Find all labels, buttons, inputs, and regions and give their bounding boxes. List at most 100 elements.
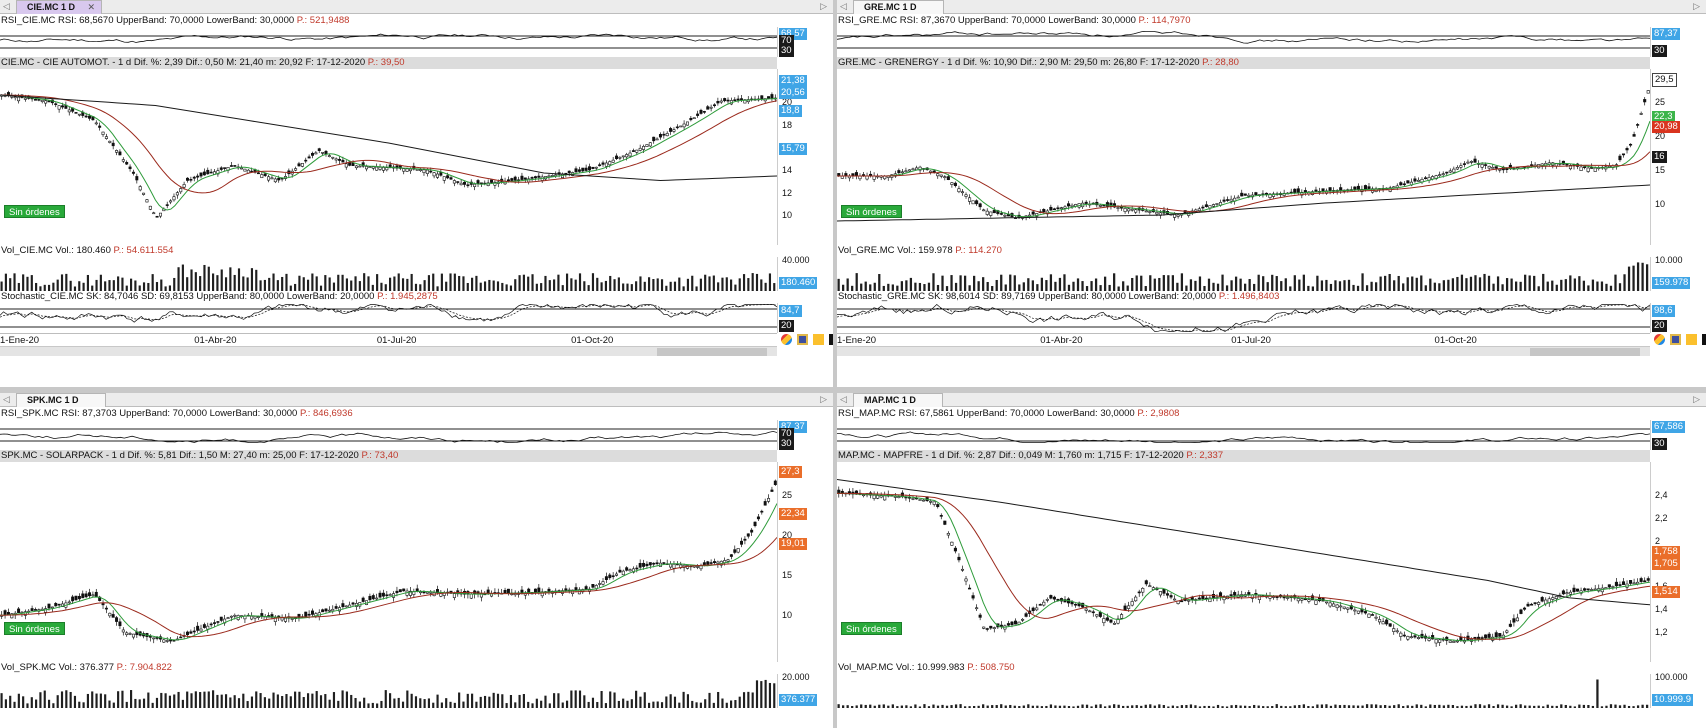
candle-body xyxy=(577,169,581,172)
candle-body xyxy=(1112,622,1117,625)
candle-body xyxy=(324,608,328,612)
chevron-left-icon[interactable]: ◁ xyxy=(3,1,10,11)
volume-bar xyxy=(887,283,890,291)
candle-body xyxy=(669,563,673,568)
candle-body xyxy=(713,104,716,107)
volume-bar xyxy=(565,700,569,708)
price-level-label: 27,3 xyxy=(779,466,802,478)
print-icon[interactable] xyxy=(1686,334,1697,345)
volume-bar xyxy=(134,280,137,291)
chart-tab[interactable]: SPK.MC 1 D xyxy=(16,393,106,407)
volume-last-label: 180.460 xyxy=(779,277,818,289)
chevron-left-icon[interactable]: ◁ xyxy=(840,394,847,404)
save-icon[interactable] xyxy=(1670,334,1681,345)
orders-status-button[interactable]: Sin órdenes xyxy=(841,205,902,218)
volume-bar xyxy=(255,691,258,708)
volume-bar xyxy=(1009,274,1012,291)
candle-body xyxy=(1353,186,1357,190)
volume-bar xyxy=(1158,277,1161,291)
volume-bar xyxy=(665,285,668,291)
horizontal-splitter[interactable] xyxy=(0,387,1706,393)
volume-bar xyxy=(350,280,353,291)
volume-value: Vol.: 159.978 xyxy=(897,245,953,256)
chevron-left-icon[interactable]: ◁ xyxy=(840,1,847,11)
candle-body xyxy=(1445,171,1449,174)
candle-body xyxy=(689,117,693,121)
candle-body xyxy=(54,103,58,106)
candle-body xyxy=(1116,207,1120,209)
volume-bar xyxy=(1465,278,1468,291)
candle-body xyxy=(466,184,470,187)
rsi-lower: LowerBand: 30,0000 xyxy=(1046,408,1135,419)
volume-bar xyxy=(471,693,474,708)
volume-bar xyxy=(440,273,443,291)
print-icon[interactable] xyxy=(813,334,824,345)
close-icon[interactable]: ✕ xyxy=(87,2,96,12)
volume-bar xyxy=(604,280,607,291)
scrollbar-thumb[interactable] xyxy=(657,348,767,356)
chevron-right-icon[interactable]: ▷ xyxy=(1693,1,1700,11)
volume-bar xyxy=(276,694,279,708)
volume-bar xyxy=(1085,286,1089,291)
candle-body xyxy=(361,162,365,167)
rsi-scale: 87,37 70 30 xyxy=(777,420,833,450)
candle-body xyxy=(1575,588,1580,592)
candle-body xyxy=(358,165,362,168)
palette-icon[interactable] xyxy=(1654,334,1665,345)
candle-body xyxy=(1508,623,1512,627)
scrollbar-thumb[interactable] xyxy=(1530,348,1640,356)
volume-bar xyxy=(1067,706,1071,708)
rsi-value: RSI: 67,5861 xyxy=(898,408,955,419)
volume-bar xyxy=(216,275,219,291)
volume-bar xyxy=(686,278,690,291)
volume-bar xyxy=(505,703,508,708)
candle-body xyxy=(1621,581,1626,585)
candle-body xyxy=(263,173,267,176)
chevron-right-icon[interactable]: ▷ xyxy=(1693,394,1700,404)
volume-bar xyxy=(991,705,994,708)
candle-body xyxy=(672,129,676,132)
volume-bar xyxy=(242,276,245,291)
volume-bar xyxy=(1180,273,1184,291)
ma-mid-line xyxy=(0,94,777,194)
chart-tab[interactable]: GRE.MC 1 D xyxy=(853,0,944,14)
volume-bar xyxy=(1176,706,1179,708)
chart-tab[interactable]: CIE.MC 1 D ✕ xyxy=(16,0,103,14)
chevron-right-icon[interactable]: ▷ xyxy=(820,394,827,404)
rsi-value: RSI: 87,3670 xyxy=(899,15,956,26)
volume-bar xyxy=(1325,704,1328,708)
orders-status-button[interactable]: Sin órdenes xyxy=(4,205,65,218)
volume-name: Vol_CIE.MC xyxy=(1,245,53,256)
price-name: MAP.MC - MAPFRE - 1 d xyxy=(838,450,945,461)
candle-body xyxy=(452,180,456,184)
volume-bar xyxy=(237,268,241,291)
chevron-right-icon[interactable]: ▷ xyxy=(820,1,827,11)
volume-bar xyxy=(432,273,435,291)
candle-body xyxy=(1618,584,1622,586)
horizontal-scrollbar[interactable] xyxy=(837,346,1650,356)
volume-bar xyxy=(1591,705,1595,708)
volume-bar xyxy=(168,695,172,708)
square-icon[interactable] xyxy=(829,334,833,345)
palette-icon[interactable] xyxy=(781,334,792,345)
volume-bars xyxy=(0,264,776,291)
orders-status-button[interactable]: Sin órdenes xyxy=(4,622,65,635)
volume-bar xyxy=(194,272,197,291)
price-level-label: 21,38 xyxy=(779,75,807,87)
chart-tab[interactable]: MAP.MC 1 D xyxy=(853,393,943,407)
volume-bar xyxy=(1483,705,1486,708)
candle-body xyxy=(746,533,750,537)
chevron-left-icon[interactable]: ◁ xyxy=(3,394,10,404)
candle-body xyxy=(429,170,433,173)
square-icon[interactable] xyxy=(1702,334,1706,345)
volume-bar xyxy=(1144,286,1147,291)
candle-body xyxy=(1240,192,1244,197)
candle-body xyxy=(121,629,125,633)
horizontal-scrollbar[interactable] xyxy=(0,346,777,356)
candle-body xyxy=(1144,210,1148,213)
vertical-splitter[interactable] xyxy=(833,0,837,728)
orders-status-button[interactable]: Sin órdenes xyxy=(841,622,902,635)
candle-body xyxy=(23,97,27,100)
save-icon[interactable] xyxy=(797,334,808,345)
volume-bar xyxy=(1320,704,1324,708)
